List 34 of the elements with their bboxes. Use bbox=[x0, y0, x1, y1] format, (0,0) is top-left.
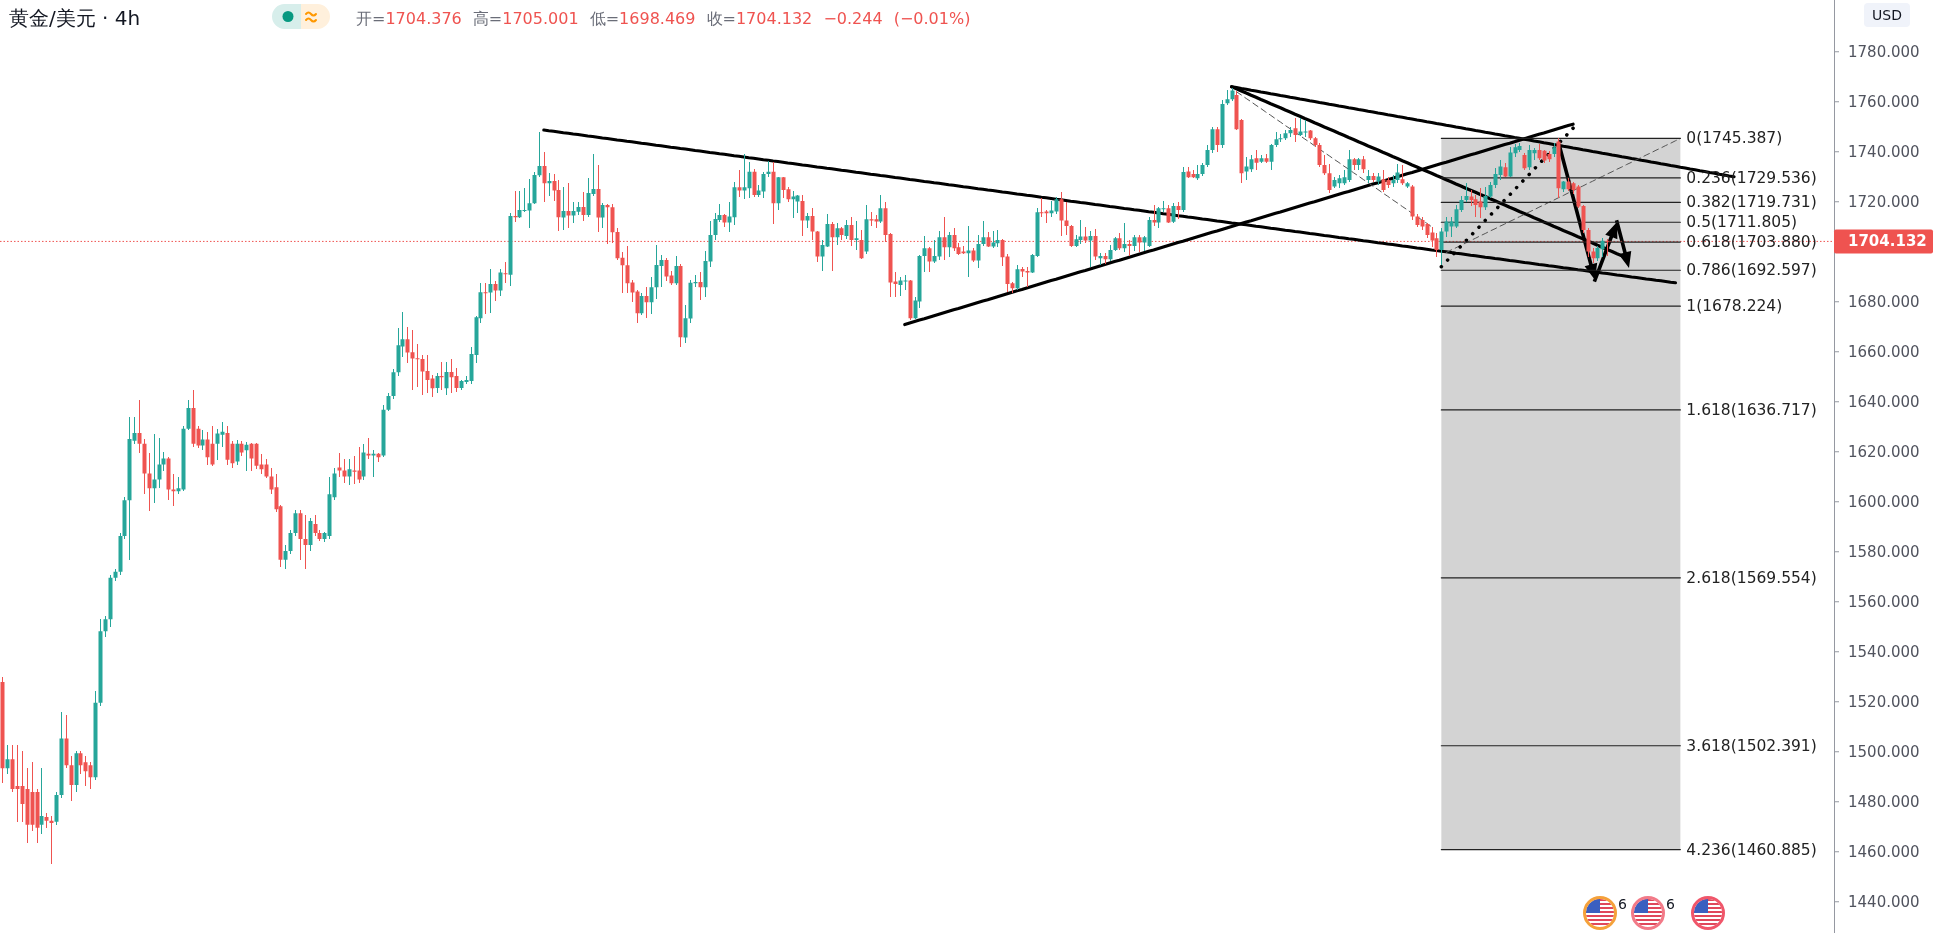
y-tick-label: 1720.000 bbox=[1848, 192, 1920, 211]
y-tick-label: 1460.000 bbox=[1848, 842, 1920, 861]
series-label: 0.618(1703.880) bbox=[1686, 233, 1817, 252]
series-label: 0.786(1692.597) bbox=[1686, 261, 1817, 280]
y-tick-label: 1480.000 bbox=[1848, 792, 1920, 811]
y-tick-label: 1500.000 bbox=[1848, 742, 1920, 761]
series-label: 1.618(1636.717) bbox=[1686, 400, 1817, 419]
y-tick-label: 1620.000 bbox=[1848, 442, 1920, 461]
y-tick-label: 1440.000 bbox=[1848, 892, 1920, 911]
series-label: 0(1745.387) bbox=[1686, 129, 1783, 148]
y-tick-label: 1580.000 bbox=[1848, 542, 1920, 561]
y-tick-label: 1760.000 bbox=[1848, 92, 1920, 111]
chart-title: 黄金/美元 · 4h bbox=[9, 6, 141, 30]
series-label: 0.5(1711.805) bbox=[1686, 213, 1798, 232]
series-label: 3.618(1502.391) bbox=[1686, 736, 1817, 755]
y-tick-label: 1540.000 bbox=[1848, 642, 1920, 661]
text: 开=1704.376 高=1705.001 低=1698.469 收=1704.132 −0.244 (−0.01%) bbox=[356, 8, 971, 28]
ref-line-label: 1704.132 bbox=[1848, 232, 1927, 251]
series-label: 0.236(1729.536) bbox=[1686, 168, 1817, 187]
y-tick-label: 1600.000 bbox=[1848, 492, 1920, 511]
annotation: 6 bbox=[1618, 896, 1627, 912]
series-label: 2.618(1569.554) bbox=[1686, 568, 1817, 587]
y-tick-label: 1680.000 bbox=[1848, 292, 1920, 311]
y-tick-label: 1640.000 bbox=[1848, 392, 1920, 411]
y-tick-label: 1560.000 bbox=[1848, 592, 1920, 611]
series-label: 4.236(1460.885) bbox=[1686, 840, 1817, 859]
y-axis-title: USD bbox=[1872, 7, 1902, 23]
y-tick-label: 1740.000 bbox=[1848, 142, 1920, 161]
series-label: 1(1678.224) bbox=[1686, 297, 1783, 316]
y-tick-label: 1780.000 bbox=[1848, 42, 1920, 61]
annotation: 6 bbox=[1666, 896, 1675, 912]
y-tick-label: 1660.000 bbox=[1848, 342, 1920, 361]
y-tick-label: 1520.000 bbox=[1848, 692, 1920, 711]
series-label: 0.382(1719.731) bbox=[1686, 193, 1817, 212]
